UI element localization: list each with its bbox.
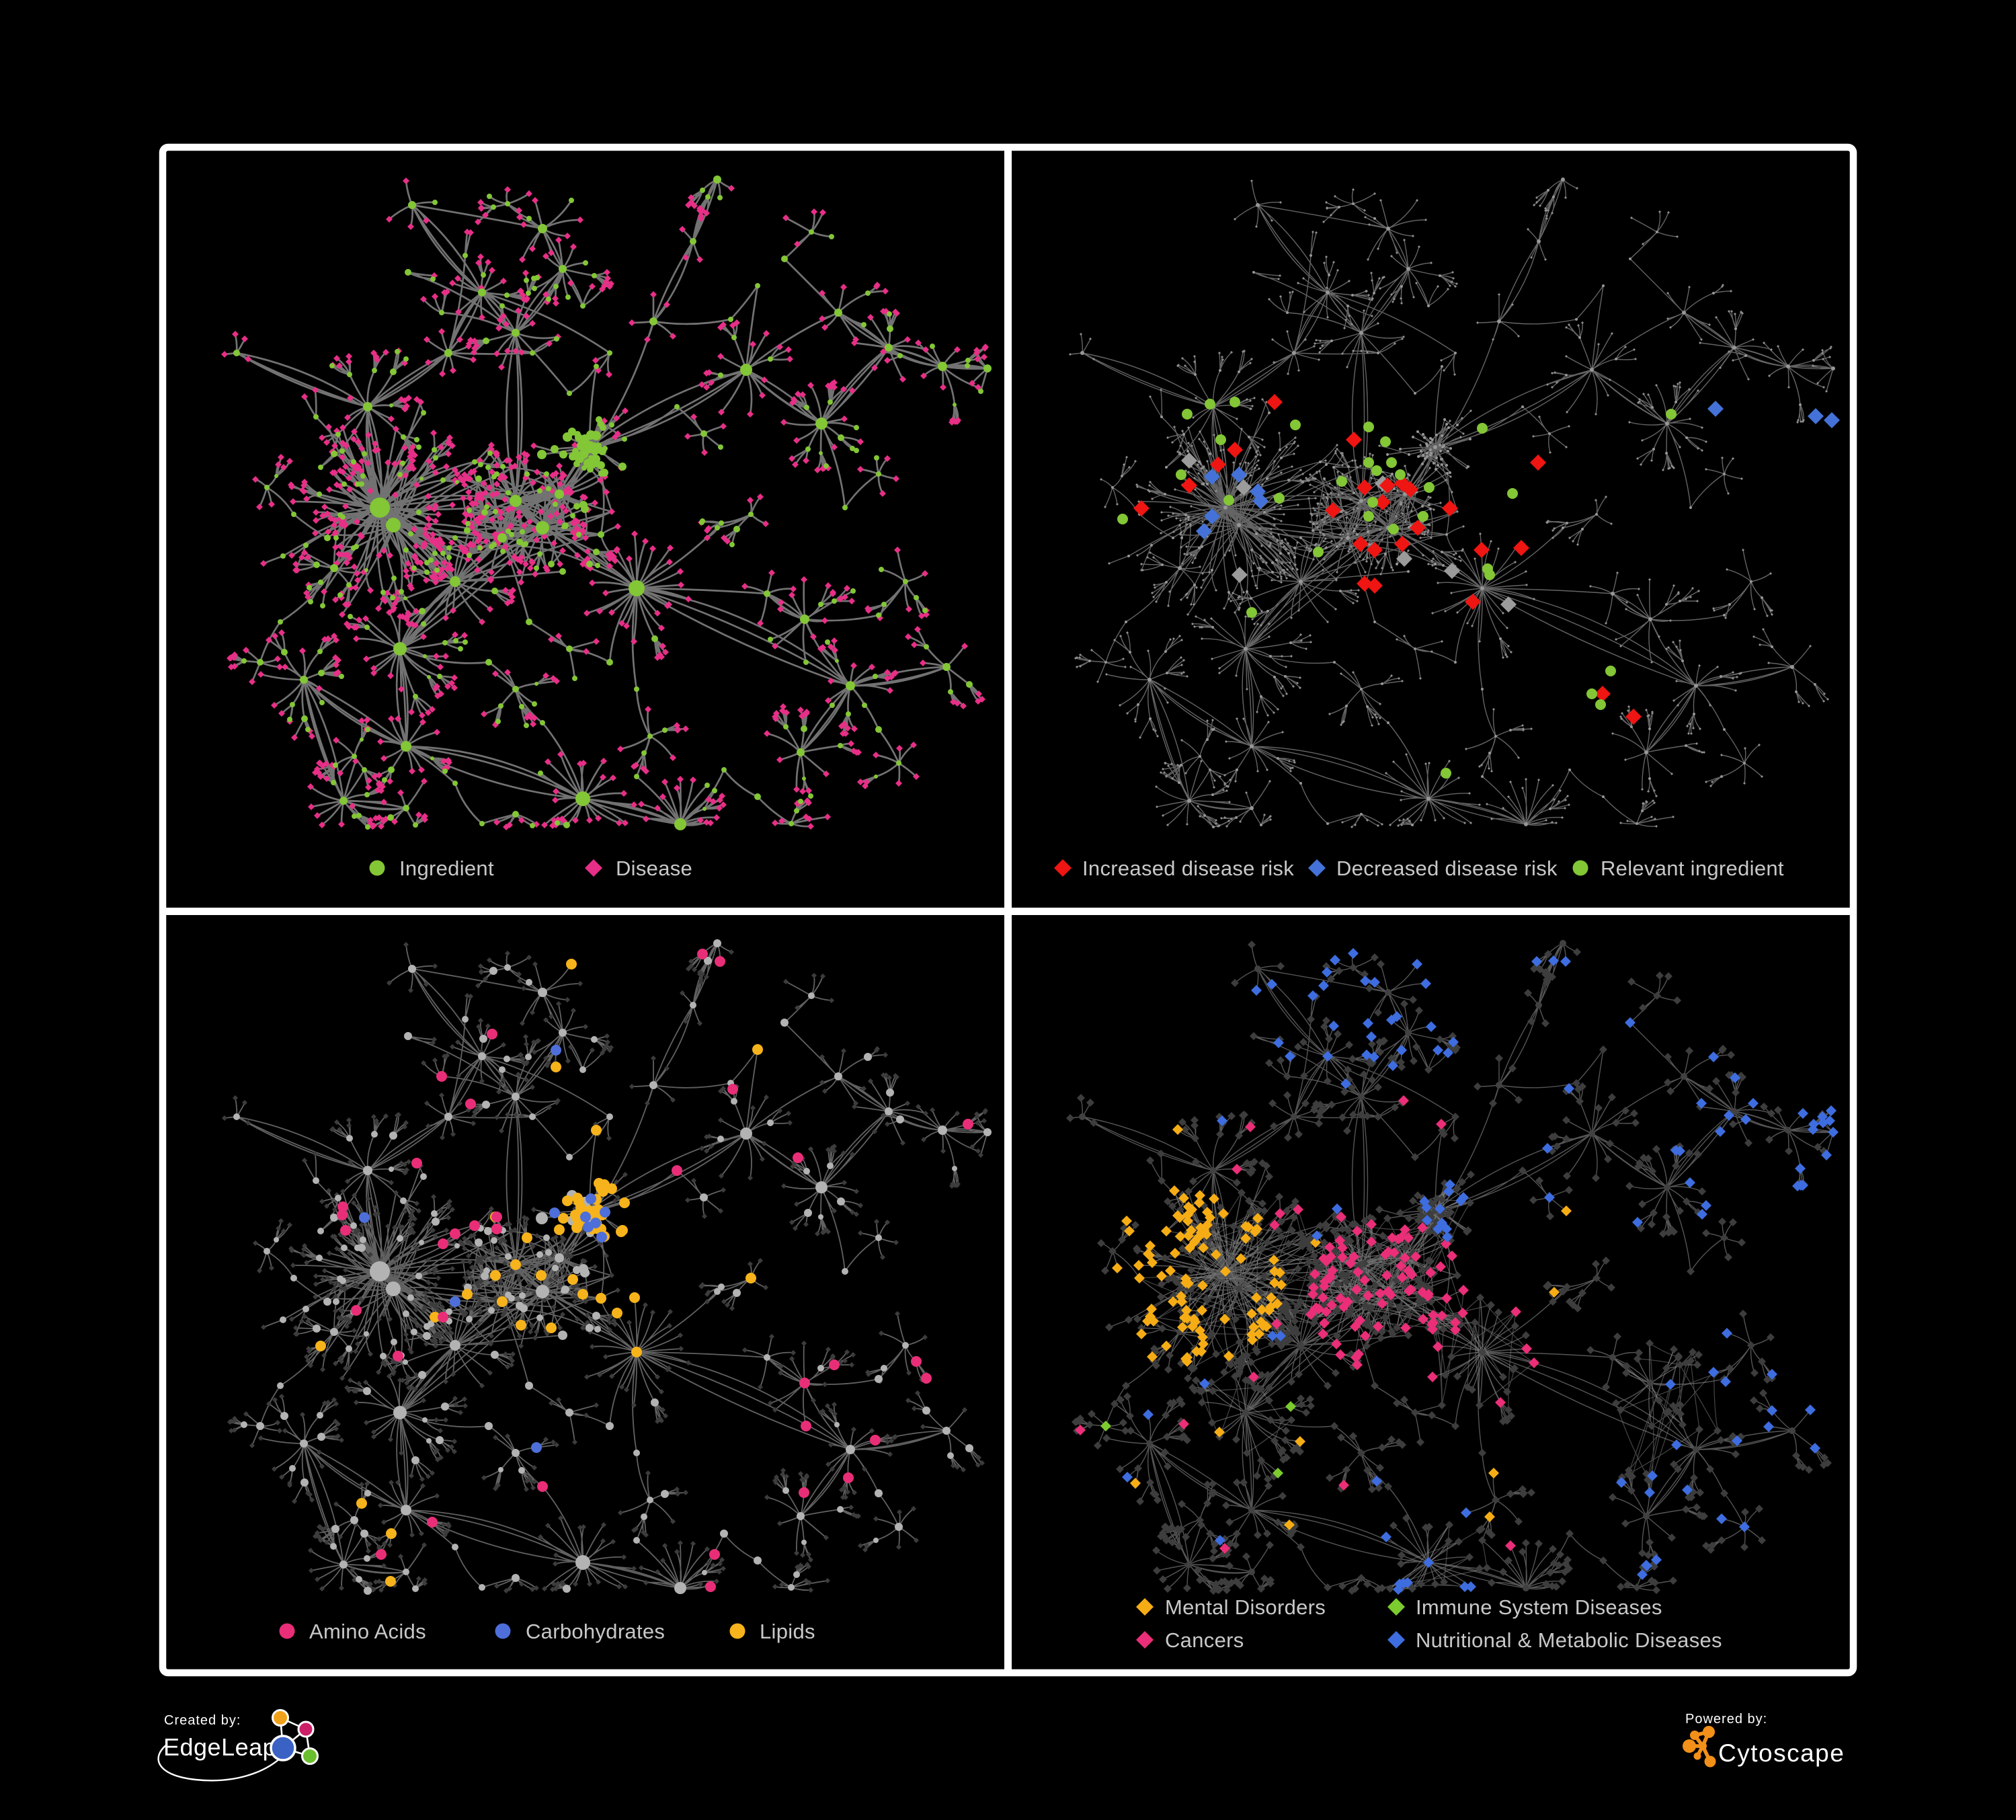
svg-text:EdgeLeap: EdgeLeap xyxy=(163,1733,276,1761)
svg-text:Nutritional & Metabolic Diseas: Nutritional & Metabolic Diseases xyxy=(1416,1628,1722,1652)
svg-text:Powered by:: Powered by: xyxy=(1685,1712,1767,1727)
svg-text:Mental Disorders: Mental Disorders xyxy=(1165,1595,1326,1619)
svg-text:Created by:: Created by: xyxy=(164,1713,241,1728)
svg-text:Carbohydrates: Carbohydrates xyxy=(526,1620,665,1643)
svg-text:Amino Acids: Amino Acids xyxy=(309,1620,426,1643)
svg-text:Relevant ingredient: Relevant ingredient xyxy=(1601,857,1784,880)
svg-text:Cytoscape: Cytoscape xyxy=(1718,1739,1845,1767)
svg-text:Increased disease risk: Increased disease risk xyxy=(1082,857,1294,880)
svg-text:Disease: Disease xyxy=(616,857,692,880)
svg-text:Lipids: Lipids xyxy=(760,1620,815,1643)
svg-text:Ingredient: Ingredient xyxy=(399,857,494,880)
svg-text:Immune System Diseases: Immune System Diseases xyxy=(1416,1595,1662,1619)
svg-text:Cancers: Cancers xyxy=(1165,1628,1244,1652)
svg-text:Decreased disease risk: Decreased disease risk xyxy=(1336,857,1558,880)
